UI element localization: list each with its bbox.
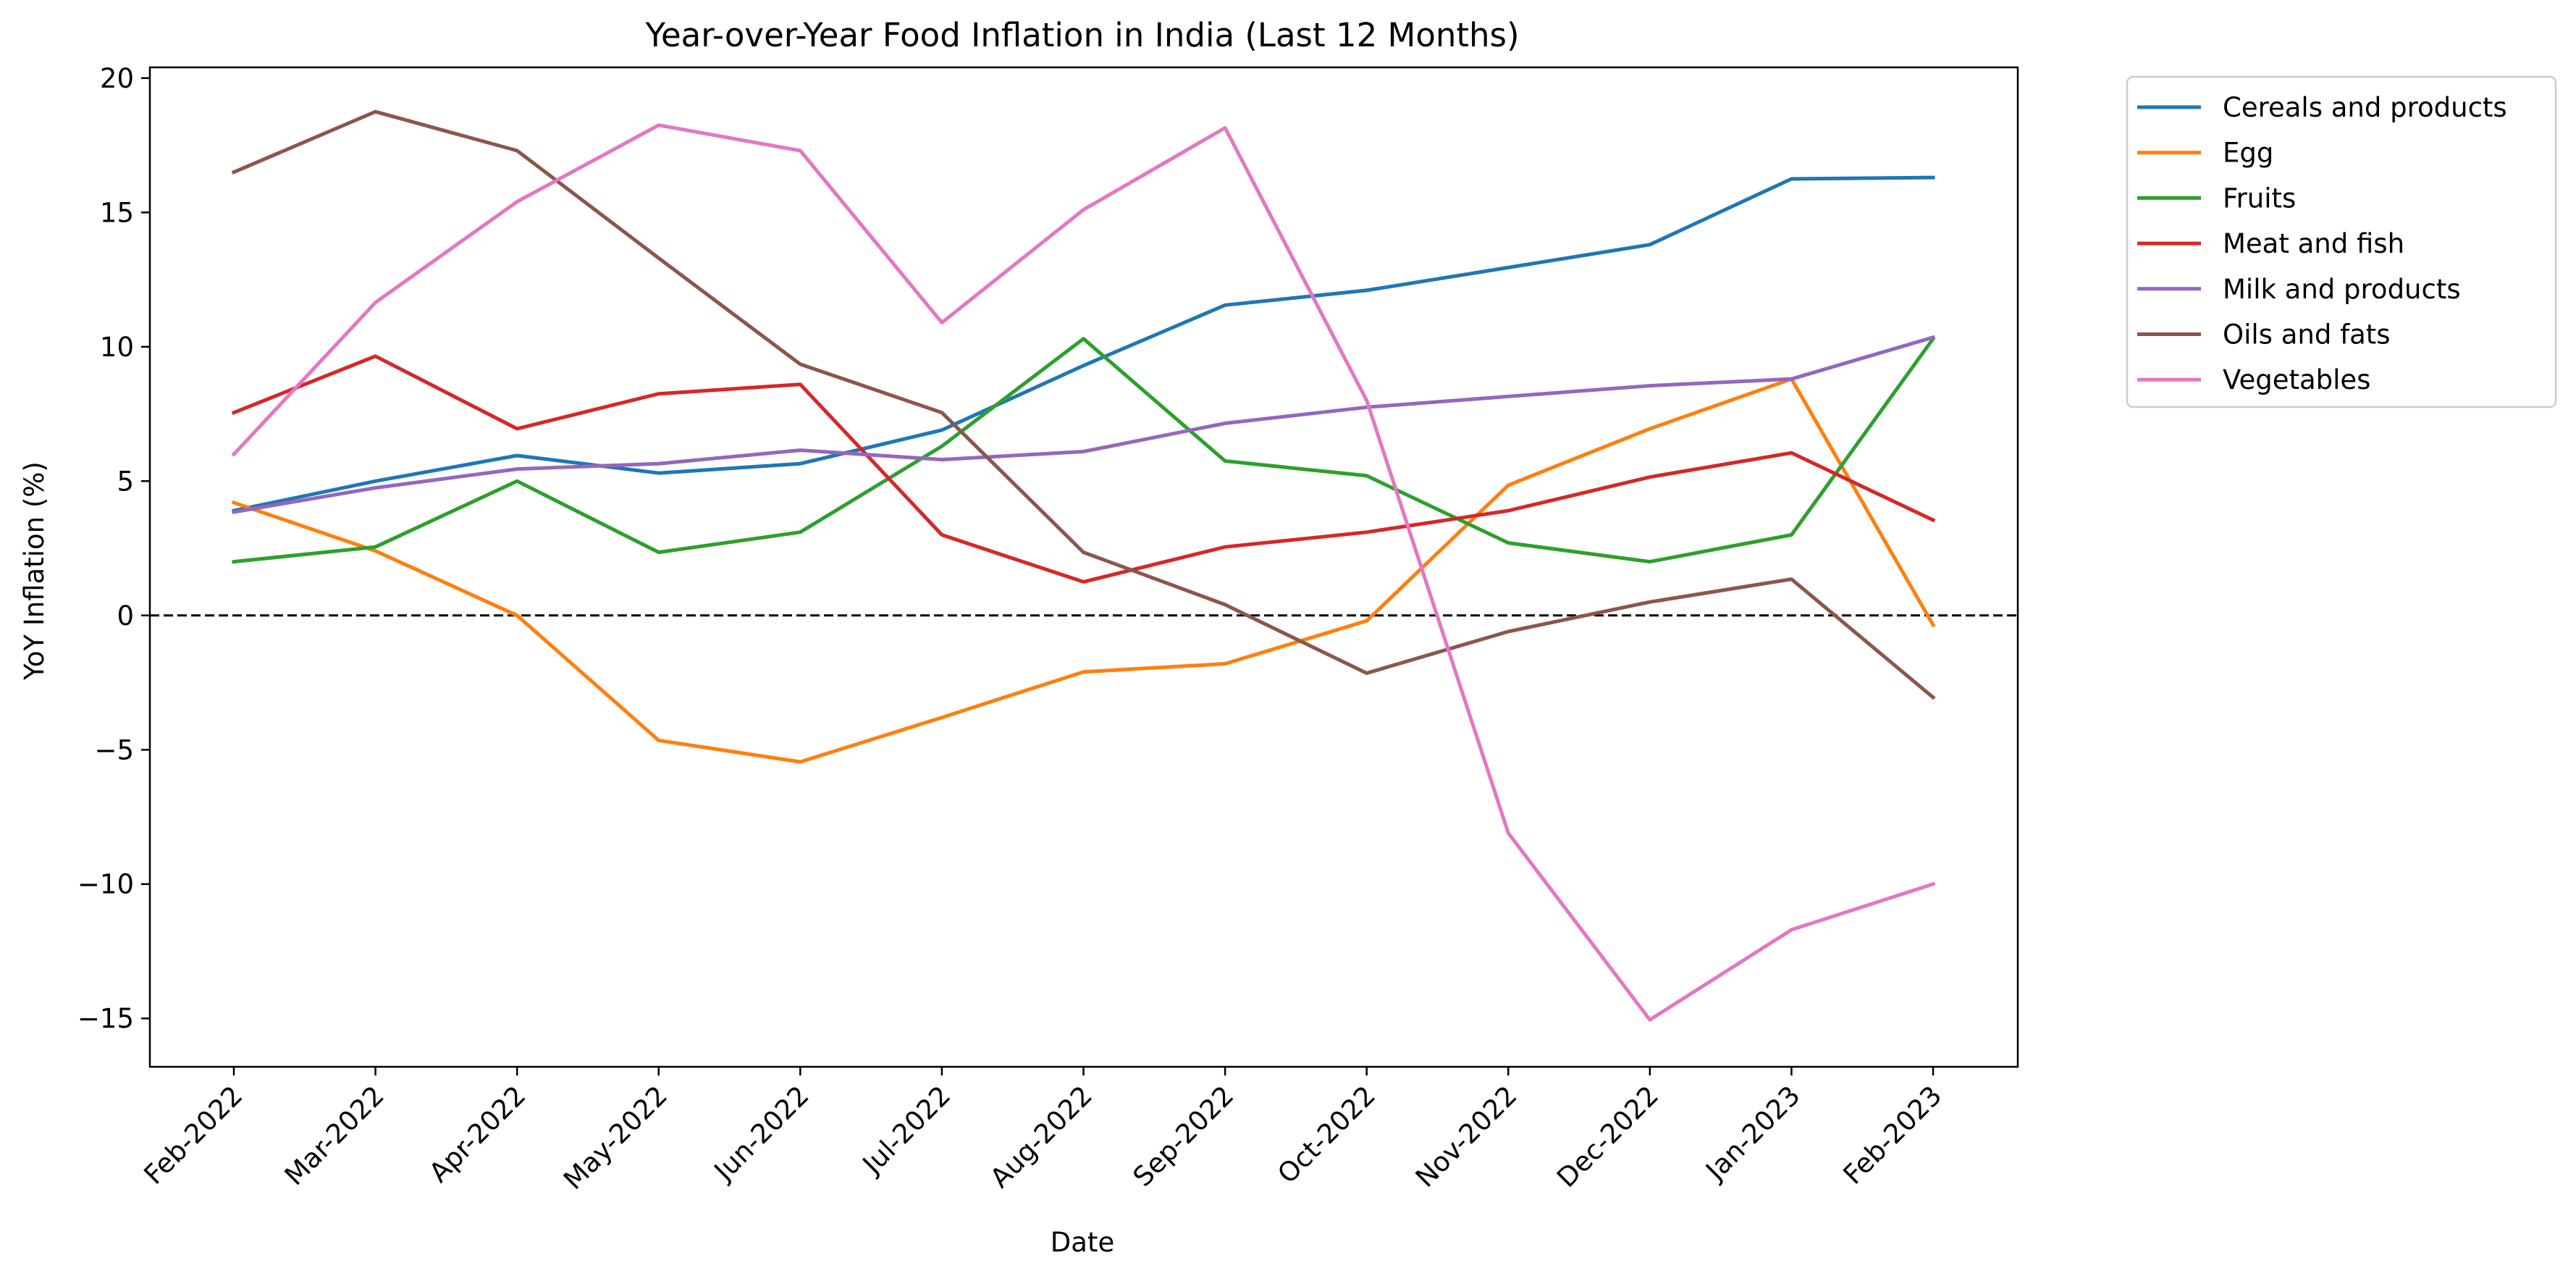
legend: Cereals and products Egg Fruits Meat and fi… bbox=[2126, 75, 2557, 408]
legend-label: Meat and fish bbox=[2223, 228, 2404, 259]
y-axis-ticks: −15 −10 −5 0 5 10 15 20 bbox=[77, 63, 150, 1034]
y-tick-label: −15 bbox=[77, 1003, 134, 1034]
legend-box bbox=[2126, 75, 2557, 408]
legend-label: Cereals and products bbox=[2223, 92, 2507, 123]
y-tick-label: 10 bbox=[100, 332, 134, 363]
chart-title: Year-over-Year Food Inflation in India (… bbox=[644, 16, 1519, 54]
y-tick-label: 20 bbox=[100, 63, 134, 94]
y-tick-label: 5 bbox=[117, 466, 134, 497]
series-line-oils-and-fats bbox=[231, 109, 1936, 700]
y-axis-label: YoY Inflation (%) bbox=[19, 461, 50, 681]
y-tick-label: −10 bbox=[77, 869, 134, 900]
y-tick-label: 15 bbox=[100, 197, 134, 228]
x-axis-label: Date bbox=[1051, 1227, 1114, 1258]
y-tick-label: 0 bbox=[117, 600, 134, 632]
series-line-meat-and-fish bbox=[231, 354, 1936, 584]
legend-label: Milk and products bbox=[2223, 274, 2461, 305]
y-tick-label: −5 bbox=[94, 734, 134, 766]
legend-label: Oils and fats bbox=[2223, 319, 2391, 351]
series-line-milk-and-products bbox=[232, 335, 1936, 514]
legend-label: Egg bbox=[2223, 138, 2273, 169]
legend-label: Vegetables bbox=[2223, 364, 2370, 395]
series-line-egg bbox=[231, 377, 1936, 764]
series-line-fruits bbox=[232, 336, 1936, 564]
legend-label: Fruits bbox=[2223, 183, 2296, 214]
series-line-cereals-and-products bbox=[232, 175, 1935, 513]
series-line-vegetables bbox=[231, 123, 1936, 1022]
series-layer bbox=[231, 109, 1936, 1022]
